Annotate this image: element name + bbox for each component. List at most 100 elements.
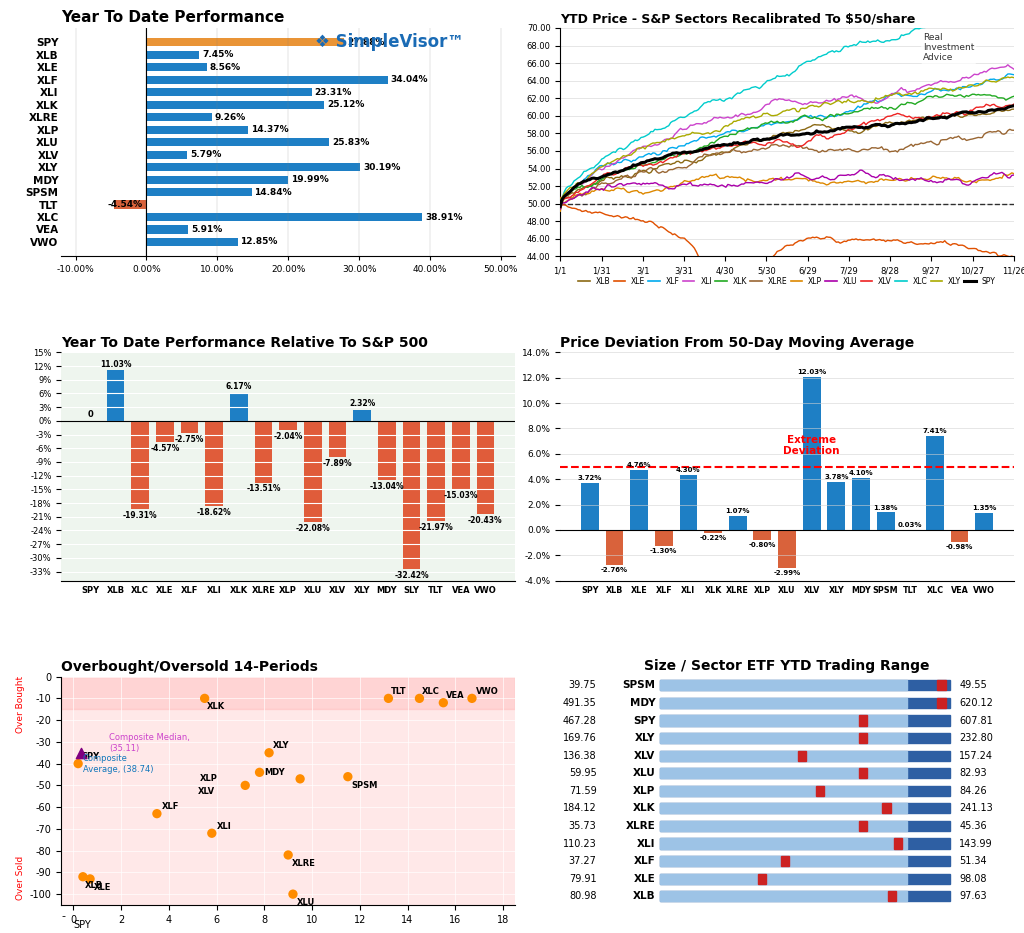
Text: 84.26: 84.26 xyxy=(959,786,987,796)
Text: XLRE: XLRE xyxy=(626,821,655,831)
Bar xyxy=(655,530,673,547)
Bar xyxy=(859,716,867,726)
Point xyxy=(148,806,165,821)
Text: -7.89%: -7.89% xyxy=(323,459,352,467)
Bar xyxy=(206,421,223,506)
Bar xyxy=(660,821,950,831)
Text: Over Sold: Over Sold xyxy=(16,856,26,899)
Text: 0.03%: 0.03% xyxy=(898,522,923,528)
Point xyxy=(82,871,98,886)
Text: 4.10%: 4.10% xyxy=(849,470,873,476)
Bar xyxy=(660,750,950,760)
Bar xyxy=(778,530,796,568)
Text: XLK: XLK xyxy=(207,703,225,711)
Text: -32.42%: -32.42% xyxy=(394,571,429,579)
Text: 25.12%: 25.12% xyxy=(328,100,365,109)
Bar xyxy=(180,421,199,434)
Bar xyxy=(950,530,969,542)
Point xyxy=(380,691,396,706)
Text: 27.88%: 27.88% xyxy=(347,38,384,47)
Text: Composite Median,
(35.11): Composite Median, (35.11) xyxy=(110,733,190,753)
Text: -1.30%: -1.30% xyxy=(650,549,678,554)
Text: SPSM: SPSM xyxy=(623,680,655,690)
Text: 82.93: 82.93 xyxy=(959,768,987,778)
Text: 7.41%: 7.41% xyxy=(923,428,947,434)
Text: MDY: MDY xyxy=(264,768,285,776)
Text: -13.51%: -13.51% xyxy=(247,484,281,494)
Text: 19.99%: 19.99% xyxy=(291,175,329,184)
Text: SPY: SPY xyxy=(633,716,655,726)
Text: 607.81: 607.81 xyxy=(959,716,993,726)
Text: 7.45%: 7.45% xyxy=(202,50,233,60)
Bar xyxy=(378,421,395,480)
Bar xyxy=(146,226,188,233)
Text: Year To Date Performance: Year To Date Performance xyxy=(61,10,285,25)
Text: -: - xyxy=(61,912,66,922)
Text: ❖ SimpleVisor™: ❖ SimpleVisor™ xyxy=(314,33,464,50)
Point xyxy=(251,765,267,780)
Text: XLRE: XLRE xyxy=(292,859,315,868)
Text: -2.04%: -2.04% xyxy=(273,432,303,441)
Text: 1.35%: 1.35% xyxy=(972,505,996,511)
Text: 467.28: 467.28 xyxy=(562,716,597,726)
Text: -4.57%: -4.57% xyxy=(151,443,179,453)
Text: 143.99: 143.99 xyxy=(959,839,993,848)
Text: VWO: VWO xyxy=(475,687,499,696)
Text: 80.98: 80.98 xyxy=(569,891,597,901)
Bar xyxy=(660,891,906,901)
Bar xyxy=(630,469,648,530)
Bar xyxy=(146,76,388,84)
Text: 59.95: 59.95 xyxy=(568,768,597,778)
Bar xyxy=(926,436,944,530)
Bar xyxy=(938,698,945,708)
Point xyxy=(412,691,428,706)
Text: VEA: VEA xyxy=(445,691,464,701)
Text: 14.37%: 14.37% xyxy=(251,125,289,134)
Bar xyxy=(146,188,252,196)
Text: 136.38: 136.38 xyxy=(563,751,597,760)
Text: -21.97%: -21.97% xyxy=(419,523,454,532)
Text: 157.24: 157.24 xyxy=(959,751,993,760)
Text: -0.98%: -0.98% xyxy=(946,544,973,550)
Text: 3.72%: 3.72% xyxy=(578,475,602,480)
Bar xyxy=(660,839,950,849)
Bar xyxy=(660,856,950,866)
Point xyxy=(340,769,356,784)
Text: 45.36: 45.36 xyxy=(959,821,987,831)
Text: -0.80%: -0.80% xyxy=(749,542,776,548)
Text: 23.31%: 23.31% xyxy=(314,88,352,97)
Text: 12.03%: 12.03% xyxy=(797,369,826,375)
Bar xyxy=(660,716,950,726)
Text: XLF: XLF xyxy=(162,802,179,812)
Bar xyxy=(146,238,238,246)
Point xyxy=(280,847,296,862)
Text: XLB: XLB xyxy=(85,881,103,889)
Bar xyxy=(859,821,867,831)
Text: 79.91: 79.91 xyxy=(569,873,597,884)
Bar xyxy=(660,821,906,831)
Bar xyxy=(660,768,906,778)
Text: 98.08: 98.08 xyxy=(959,873,987,884)
Text: XLP: XLP xyxy=(633,786,655,796)
Point xyxy=(261,745,278,760)
Text: 241.13: 241.13 xyxy=(959,803,993,814)
Bar xyxy=(660,803,950,814)
Text: 5.91%: 5.91% xyxy=(191,225,222,234)
Bar xyxy=(255,421,272,482)
Bar xyxy=(877,512,895,530)
Bar xyxy=(938,680,945,690)
Point xyxy=(197,691,213,706)
Text: 4.30%: 4.30% xyxy=(676,467,700,473)
Bar xyxy=(427,421,445,522)
Text: -13.04%: -13.04% xyxy=(370,482,404,491)
Text: 232.80: 232.80 xyxy=(959,733,993,743)
Bar xyxy=(131,421,150,509)
Text: 30.19%: 30.19% xyxy=(364,162,400,172)
Text: XLV: XLV xyxy=(634,751,655,760)
Bar xyxy=(146,175,288,184)
Bar xyxy=(146,138,330,146)
Bar xyxy=(680,476,697,530)
Bar xyxy=(894,839,902,849)
Bar xyxy=(660,856,906,866)
Text: 34.04%: 34.04% xyxy=(390,76,428,84)
